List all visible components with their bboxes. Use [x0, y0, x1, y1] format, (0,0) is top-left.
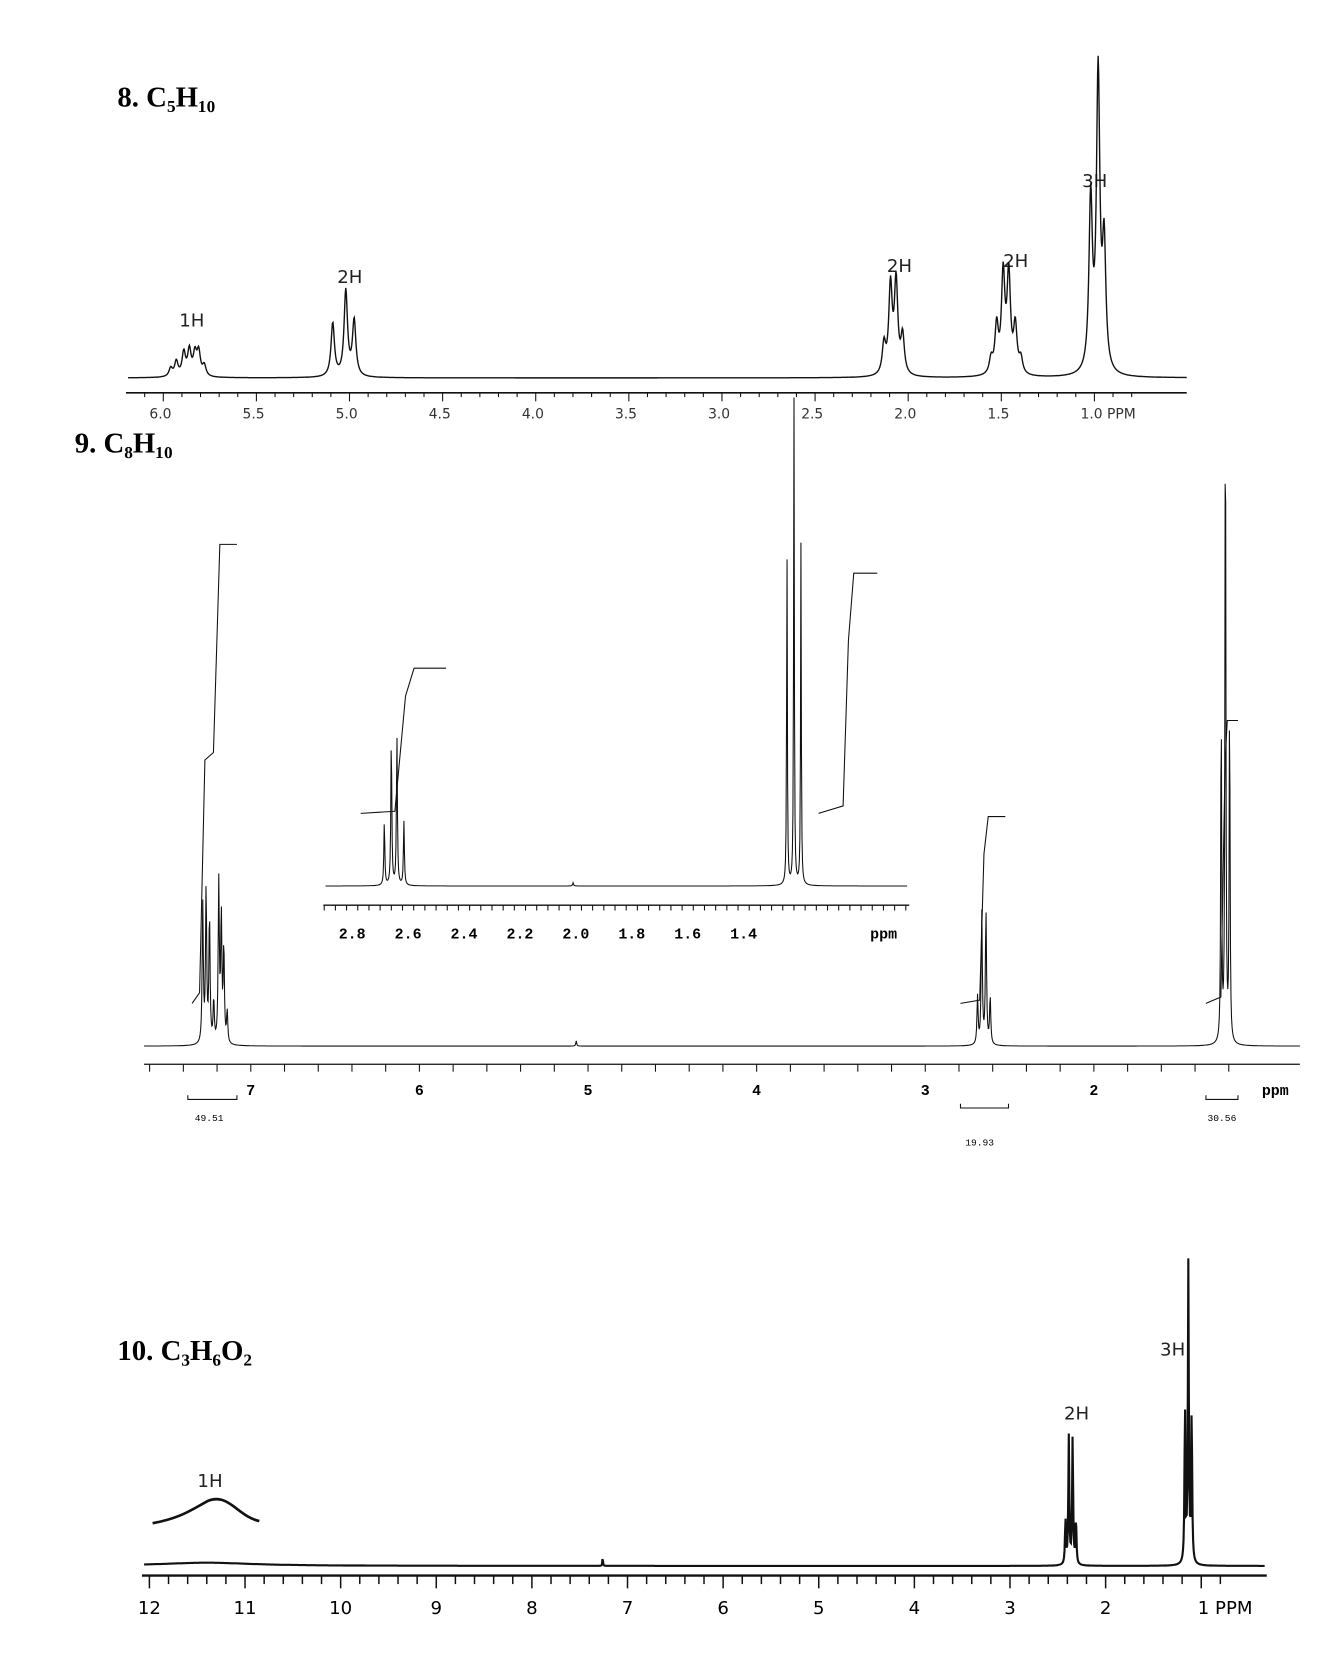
- peak-label: 2H: [337, 267, 362, 288]
- integral-label: 49.51: [195, 1113, 224, 1124]
- x-tick-label: 12: [138, 1598, 161, 1619]
- x-tick-label: 7: [246, 1084, 255, 1100]
- x-tick-label: 6: [415, 1084, 424, 1100]
- spectrum-title: 8. C₅H₁₀: [117, 82, 215, 114]
- spectrum-trace: [144, 483, 1300, 1047]
- x-tick-label: 1.5: [987, 406, 1009, 422]
- x-tick-label: 5.5: [243, 406, 265, 422]
- x-tick-label: 1 PPM: [1198, 1598, 1253, 1619]
- x-tick-label: 1.4: [730, 927, 757, 943]
- x-tick-label: 6: [717, 1598, 729, 1619]
- x-tick-label: ppm: [1262, 1084, 1289, 1100]
- integral-curve: [818, 572, 878, 814]
- spectrum-trace: [325, 397, 908, 887]
- x-tick-label: 2.0: [562, 927, 589, 943]
- integral-curve: [960, 816, 1006, 1004]
- integral-curve: [191, 543, 237, 1004]
- spectrum-trace: [144, 1258, 1265, 1567]
- peak-label: 1H: [179, 311, 204, 332]
- x-tick-label: 2.0: [894, 406, 916, 422]
- x-tick-label: 5.0: [336, 406, 358, 422]
- x-tick-label: 9: [430, 1598, 442, 1619]
- x-tick-label: 1.6: [674, 927, 701, 943]
- x-tick-label: 1.0 PPM: [1081, 406, 1136, 422]
- x-tick-label: 7: [622, 1598, 634, 1619]
- x-tick-label: ppm: [870, 927, 897, 943]
- x-tick-label: 3.5: [615, 406, 637, 422]
- x-tick-label: 3: [921, 1084, 930, 1100]
- peak-label: 2H: [887, 256, 912, 277]
- peak-label: 3H: [1160, 1340, 1185, 1361]
- x-tick-label: 6.0: [149, 406, 171, 422]
- x-tick-label: 2.5: [801, 406, 823, 422]
- x-tick-label: 2: [1100, 1598, 1112, 1619]
- spectrum-title: 9. C₈H₁₀: [75, 428, 173, 460]
- peak-label: 2H: [1003, 251, 1028, 272]
- x-tick-label: 2.2: [506, 927, 533, 943]
- integral-label: 30.56: [1208, 1113, 1237, 1124]
- peak-label: 1H: [197, 1471, 222, 1492]
- spectrum-title: 10. C₃H₆O₂: [117, 1335, 252, 1367]
- integral-bracket: [187, 1095, 238, 1100]
- integral-curve: [1205, 719, 1238, 1004]
- expanded-peak: [152, 1497, 260, 1525]
- x-tick-label: 4: [752, 1084, 761, 1100]
- x-tick-label: 2: [1089, 1084, 1098, 1100]
- spectrum-trace: [128, 55, 1187, 379]
- integral-bracket: [959, 1103, 1010, 1109]
- x-tick-label: 4.5: [429, 406, 451, 422]
- x-tick-label: 2.6: [395, 927, 422, 943]
- x-tick-label: 5: [584, 1084, 593, 1100]
- x-tick-label: 4: [909, 1598, 921, 1619]
- peak-label: 2H: [1064, 1404, 1089, 1425]
- x-tick-label: 1.8: [618, 927, 645, 943]
- integral-bracket: [1205, 1095, 1239, 1100]
- x-tick-label: 11: [233, 1598, 256, 1619]
- x-tick-label: 5: [813, 1598, 825, 1619]
- x-tick-label: 3.0: [708, 406, 730, 422]
- x-tick-label: 3: [1004, 1598, 1016, 1619]
- peak-label: 3H: [1082, 171, 1107, 192]
- x-tick-label: 4.0: [522, 406, 544, 422]
- x-tick-label: 2.8: [339, 927, 366, 943]
- x-tick-label: 8: [526, 1598, 538, 1619]
- x-tick-label: 10: [329, 1598, 352, 1619]
- integral-label: 19.93: [965, 1137, 994, 1148]
- integral-curve: [360, 667, 447, 814]
- x-tick-label: 2.4: [451, 927, 478, 943]
